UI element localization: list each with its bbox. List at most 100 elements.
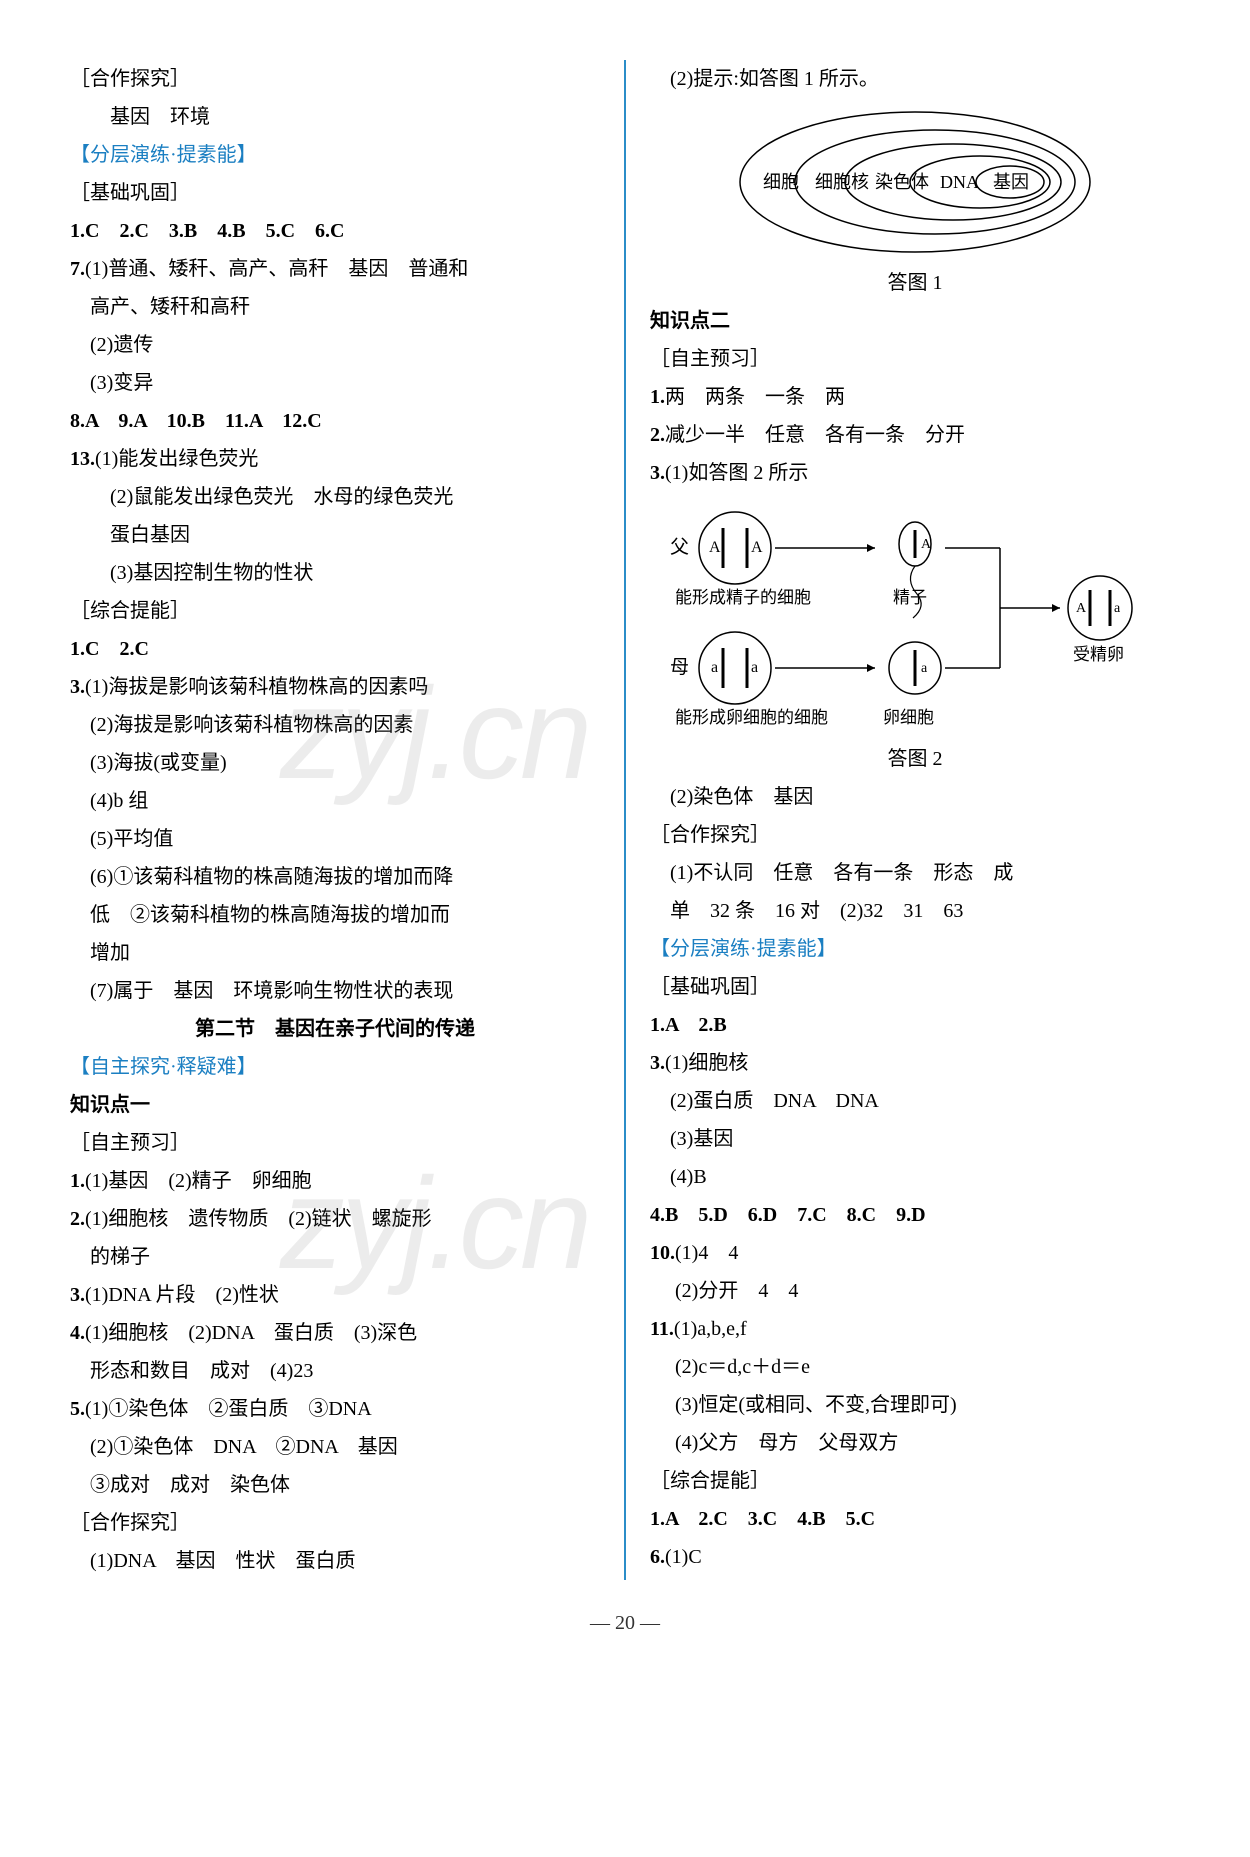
text: (1)DNA 基因 性状 蛋白质 xyxy=(70,1542,600,1580)
text: (7)属于 基因 环境影响生物性状的表现 xyxy=(70,972,600,1010)
fig1-label-gene: 基因 xyxy=(993,172,1029,192)
svg-text:A: A xyxy=(1076,601,1087,616)
text: (2)遗传 xyxy=(70,326,600,364)
heading-hezuo: ［合作探究］ xyxy=(70,60,600,98)
text: (2)海拔是影响该菊科植物株高的因素 xyxy=(70,706,600,744)
heading-zizhu-yuxi: ［自主预习］ xyxy=(650,340,1180,378)
figure-2-caption: 答图 2 xyxy=(650,740,1180,778)
fig1-label-nucleus: 细胞核 xyxy=(815,172,869,192)
text: (1)细胞核 xyxy=(665,1052,748,1074)
heading-fencheng-blue: 【分层演练·提素能】 xyxy=(70,136,600,174)
text: 基因 环境 xyxy=(70,98,600,136)
heading-jichu: ［基础巩固］ xyxy=(70,174,600,212)
text: (4)b 组 xyxy=(70,782,600,820)
text: 1.两 两条 一条 两 xyxy=(650,378,1180,416)
text: 1.(1)基因 (2)精子 卵细胞 xyxy=(70,1162,600,1200)
text: (1)细胞核 遗传物质 (2)链状 螺旋形 xyxy=(85,1208,432,1230)
heading-zizhu-blue: 【自主探究·释疑难】 xyxy=(70,1048,600,1086)
left-column: ［合作探究］ 基因 环境 【分层演练·提素能】 ［基础巩固］ 1.C 2.C 3… xyxy=(70,60,624,1580)
text: (3)海拔(或变量) xyxy=(70,744,600,782)
text: (1)普通、矮秆、高产、高秆 基因 普通和 xyxy=(85,258,468,280)
text: (3)变异 xyxy=(70,364,600,402)
heading-zhishidian: 知识点二 xyxy=(650,302,1180,340)
heading-zonghe: ［综合提能］ xyxy=(70,592,600,630)
text: 形态和数目 成对 (4)23 xyxy=(70,1352,600,1390)
text: 2.(1)细胞核 遗传物质 (2)链状 螺旋形 xyxy=(70,1200,600,1238)
text: (3)基因控制生物的性状 xyxy=(70,554,600,592)
text: 7.(1)普通、矮秆、高产、高秆 基因 普通和 xyxy=(70,250,600,288)
text: 2.减少一半 任意 各有一条 分开 xyxy=(650,416,1180,454)
fig2-label-sperm: 精子 xyxy=(893,588,927,607)
text: 增加 xyxy=(70,934,600,972)
text: 两 两条 一条 两 xyxy=(665,386,845,408)
text: 3.(1)如答图 2 所示 xyxy=(650,454,1180,492)
text: (1)不认同 任意 各有一条 形态 成 xyxy=(650,854,1180,892)
text: (1)海拔是影响该菊科植物株高的因素吗 xyxy=(85,676,428,698)
heading-fencheng-blue: 【分层演练·提素能】 xyxy=(650,930,1180,968)
fig2-label-mother: 母 xyxy=(670,657,689,678)
text: (4)B xyxy=(650,1158,1180,1196)
figure-1-caption: 答图 1 xyxy=(650,264,1180,302)
text: (2)提示:如答图 1 所示。 xyxy=(650,60,1180,98)
text: 蛋白基因 xyxy=(70,516,600,554)
answers-row: 4.B 5.D 6.D 7.C 8.C 9.D xyxy=(650,1196,1180,1234)
answers-row: 8.A 9.A 10.B 11.A 12.C xyxy=(70,402,600,440)
text: (2)c＝d,c＋d＝e xyxy=(650,1348,1180,1386)
text: 低 ②该菊科植物的株高随海拔的增加而 xyxy=(70,896,600,934)
text: 6.(1)C xyxy=(650,1538,1180,1576)
fig1-label-cell: 细胞 xyxy=(763,172,799,192)
fig2-label-egg-cell: 能形成卵细胞的细胞 xyxy=(675,708,828,727)
text: (1)DNA 片段 (2)性状 xyxy=(85,1284,279,1306)
heading-hezuo: ［合作探究］ xyxy=(70,1504,600,1542)
text: 高产、矮秆和高秆 xyxy=(70,288,600,326)
text: 4.(1)细胞核 (2)DNA 蛋白质 (3)深色 xyxy=(70,1314,600,1352)
text: (1)a,b,e,f xyxy=(674,1318,747,1340)
heading-zonghe: ［综合提能］ xyxy=(650,1462,1180,1500)
text: (2)①染色体 DNA ②DNA 基因 xyxy=(70,1428,600,1466)
two-column-layout: ［合作探究］ 基因 环境 【分层演练·提素能】 ［基础巩固］ 1.C 2.C 3… xyxy=(70,60,1180,1580)
answers-row: 1.A 2.C 3.C 4.B 5.C xyxy=(650,1500,1180,1538)
svg-text:A: A xyxy=(921,537,932,552)
fig2-label-father: 父 xyxy=(670,537,689,558)
answers-row: 1.C 2.C xyxy=(70,630,600,668)
text: (1)C xyxy=(665,1546,702,1568)
svg-text:a: a xyxy=(1114,601,1121,616)
text: (3)恒定(或相同、不变,合理即可) xyxy=(650,1386,1180,1424)
fig2-label-egg: 卵细胞 xyxy=(883,708,934,727)
text: (1)4 4 xyxy=(675,1242,738,1264)
text: (1)细胞核 (2)DNA 蛋白质 (3)深色 xyxy=(85,1322,417,1344)
heading-zhishidian: 知识点一 xyxy=(70,1086,600,1124)
text: 3.(1)海拔是影响该菊科植物株高的因素吗 xyxy=(70,668,600,706)
text: (4)父方 母方 父母双方 xyxy=(650,1424,1180,1462)
svg-text:a: a xyxy=(921,661,928,676)
svg-text:A: A xyxy=(751,539,763,556)
heading-jichu: ［基础巩固］ xyxy=(650,968,1180,1006)
figure-2-fertilization-diagram: 父 A A A 母 a a xyxy=(650,498,1180,738)
page-number: — 20 — xyxy=(70,1604,1180,1642)
heading-hezuo: ［合作探究］ xyxy=(650,816,1180,854)
figure-1-nested-ellipses: 细胞 细胞核 染色体 DNA 基因 xyxy=(650,102,1180,262)
text: 5.(1)①染色体 ②蛋白质 ③DNA xyxy=(70,1390,600,1428)
text: 3.(1)细胞核 xyxy=(650,1044,1180,1082)
heading-zizhu-yuxi: ［自主预习］ xyxy=(70,1124,600,1162)
answers-row: 1.C 2.C 3.B 4.B 5.C 6.C xyxy=(70,212,600,250)
text: 10.(1)4 4 xyxy=(650,1234,1180,1272)
text: ③成对 成对 染色体 xyxy=(70,1466,600,1504)
text: (2)鼠能发出绿色荧光 水母的绿色荧光 xyxy=(70,478,600,516)
text: 减少一半 任意 各有一条 分开 xyxy=(665,424,965,446)
text: 11.(1)a,b,e,f xyxy=(650,1310,1180,1348)
text: 单 32 条 16 对 (2)32 31 63 xyxy=(650,892,1180,930)
text: (1)如答图 2 所示 xyxy=(665,462,808,484)
text: (6)①该菊科植物的株高随海拔的增加而降 xyxy=(70,858,600,896)
fig2-label-zygote: 受精卵 xyxy=(1073,645,1124,664)
fig1-label-chromosome: 染色体 xyxy=(875,172,929,192)
text: (2)蛋白质 DNA DNA xyxy=(650,1082,1180,1120)
text: (1)基因 (2)精子 卵细胞 xyxy=(85,1170,312,1192)
svg-text:A: A xyxy=(709,539,721,556)
text: (2)分开 4 4 xyxy=(650,1272,1180,1310)
svg-text:a: a xyxy=(711,659,718,676)
text: 3.(1)DNA 片段 (2)性状 xyxy=(70,1276,600,1314)
text: 的梯子 xyxy=(70,1238,600,1276)
answers-row: 1.A 2.B xyxy=(650,1006,1180,1044)
svg-text:a: a xyxy=(751,659,758,676)
